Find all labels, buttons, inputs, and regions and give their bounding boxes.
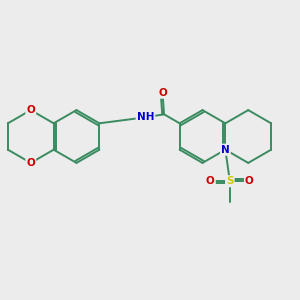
Text: O: O — [245, 176, 254, 186]
Text: O: O — [26, 158, 35, 168]
Text: O: O — [206, 176, 215, 186]
Text: N: N — [221, 145, 230, 155]
Text: NH: NH — [137, 112, 154, 122]
Text: S: S — [226, 176, 234, 186]
Text: O: O — [158, 88, 167, 98]
Text: O: O — [26, 105, 35, 115]
